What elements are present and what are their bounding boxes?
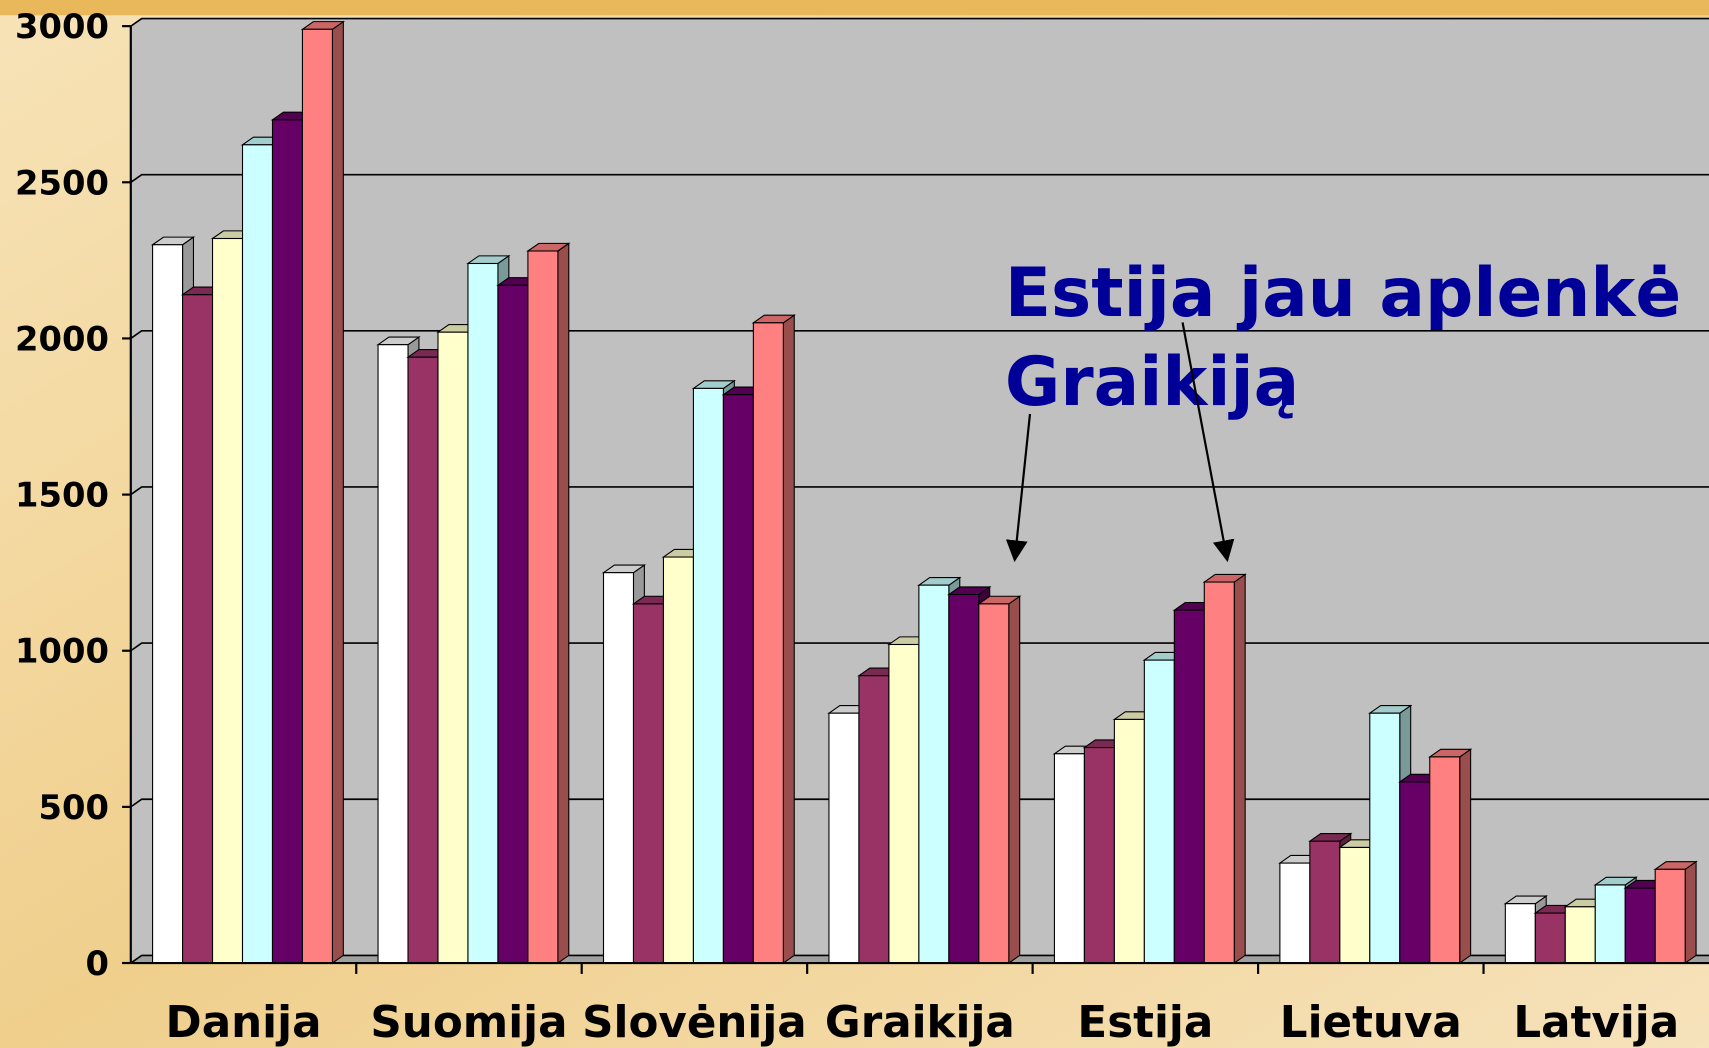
- y-tick-label: 1500: [15, 476, 109, 515]
- labels: 0 500 1000 1500 2000 2500 3000 Danija Suomija Slo…: [15, 7, 1679, 1048]
- y-tick-label: 2500: [15, 163, 109, 202]
- annotation-line: Estija jau aplenkė: [1005, 253, 1681, 332]
- bar: [241, 144, 274, 964]
- x-tick-label: Estija: [1077, 998, 1213, 1048]
- bar: [377, 344, 409, 964]
- x-tick-label: Suomija: [370, 998, 567, 1048]
- bar: [1143, 659, 1175, 964]
- bar: [1203, 581, 1235, 964]
- bar: [1504, 903, 1536, 964]
- bar: [632, 603, 664, 964]
- top-bar: [0, 0, 1709, 16]
- bar: [182, 294, 214, 964]
- y-tick-label: 1000: [15, 632, 109, 671]
- bar: [828, 712, 860, 964]
- bar: [1339, 846, 1371, 964]
- bars: [150, 20, 1698, 965]
- bar: [1279, 862, 1311, 964]
- bar: [1053, 753, 1085, 964]
- x-tick-label: Latvija: [1513, 998, 1679, 1048]
- bar: [152, 244, 184, 964]
- bar: [1083, 746, 1115, 964]
- bar-side: [782, 314, 795, 965]
- bar-side: [557, 242, 570, 965]
- bar: [692, 387, 724, 964]
- bar: [1173, 609, 1205, 964]
- bar: [1564, 906, 1596, 964]
- bar: [888, 643, 920, 964]
- bar: [1429, 756, 1461, 964]
- y-tick-label: 500: [38, 788, 109, 827]
- bar: [1594, 884, 1626, 964]
- bar: [211, 237, 244, 964]
- y-tick-label: 2000: [15, 319, 109, 358]
- grid-line: [130, 173, 1709, 183]
- bar-side: [331, 20, 344, 965]
- grid-line: [130, 486, 1709, 496]
- grid-line: [130, 17, 1709, 27]
- bar: [1113, 718, 1145, 964]
- bar: [1399, 781, 1431, 964]
- bar: [437, 331, 469, 964]
- bar: [858, 675, 890, 964]
- bar: [271, 119, 303, 964]
- bar-side: [1233, 573, 1246, 965]
- bar: [407, 356, 439, 964]
- bar-side: [1008, 595, 1021, 965]
- bar: [722, 394, 754, 964]
- bar: [1654, 868, 1686, 964]
- bar: [918, 584, 950, 964]
- bar: [1369, 712, 1401, 964]
- bar-side: [1459, 748, 1472, 965]
- bar: [467, 262, 499, 964]
- arrow: [1181, 322, 1235, 563]
- bar: [1309, 840, 1341, 964]
- bar-side: [1684, 860, 1697, 965]
- bar: [948, 593, 980, 964]
- annotation-line: Graikiją: [1005, 342, 1299, 421]
- x-tick-label: Slovėnija: [582, 998, 807, 1048]
- bar: [602, 572, 635, 964]
- bar: [752, 322, 784, 964]
- grid-line: [130, 329, 1709, 340]
- x-tick-label: Lietuva: [1280, 998, 1462, 1048]
- y-tick-label: 0: [85, 944, 109, 983]
- bar: [1534, 912, 1566, 964]
- grid: [130, 17, 1709, 964]
- bar: [301, 28, 333, 964]
- bar: [978, 603, 1010, 964]
- x-tick-label: Danija: [166, 998, 322, 1048]
- bar: [662, 556, 694, 964]
- bar: [527, 250, 559, 964]
- bar: [497, 284, 529, 964]
- bar: [1624, 887, 1656, 964]
- arrow: [1005, 413, 1032, 563]
- y-tick-label: 3000: [15, 7, 109, 46]
- x-tick-label: Graikija: [825, 998, 1015, 1048]
